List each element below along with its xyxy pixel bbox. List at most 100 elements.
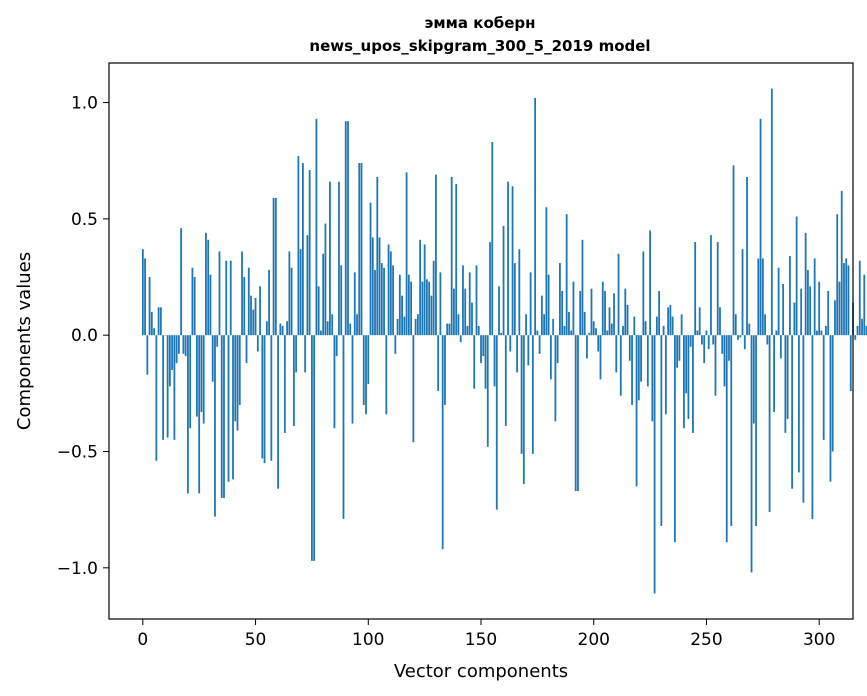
bar-component-202 xyxy=(597,335,600,352)
bar-component-281 xyxy=(775,330,778,336)
bar-component-63 xyxy=(283,335,286,433)
bar-component-173 xyxy=(531,335,534,454)
bar-component-177 xyxy=(540,295,543,336)
bar-component-213 xyxy=(622,325,624,336)
x-axis-label: Vector components xyxy=(394,661,568,682)
bar-component-115 xyxy=(401,295,403,336)
bar-component-13 xyxy=(171,335,174,371)
bar-component-125 xyxy=(423,244,426,336)
bar-component-286 xyxy=(786,335,789,419)
bar-component-70 xyxy=(299,249,302,336)
bar-component-310 xyxy=(840,190,843,336)
bar-component-50 xyxy=(254,297,257,336)
bar-component-233 xyxy=(667,307,670,336)
bar-component-229 xyxy=(658,290,661,336)
bar-component-293 xyxy=(802,335,805,503)
bar-component-313 xyxy=(847,265,850,336)
bar-component-318 xyxy=(858,260,861,336)
bar-component-243 xyxy=(689,335,692,347)
bar-component-82 xyxy=(326,321,329,336)
bar-component-69 xyxy=(297,156,300,336)
bar-component-296 xyxy=(809,286,812,336)
bar-component-61 xyxy=(279,323,282,336)
bar-component-188 xyxy=(565,214,568,336)
bar-component-42 xyxy=(236,335,239,431)
y-axis-ticks: 1.0 0.5 0.0 −0.5 −1.0 xyxy=(57,94,109,579)
bar-component-217 xyxy=(631,335,633,405)
bar-component-52 xyxy=(259,286,261,336)
bar-component-77 xyxy=(315,118,318,336)
bar-component-282 xyxy=(777,267,780,336)
bar-component-168 xyxy=(520,335,523,454)
bar-component-262 xyxy=(732,165,735,336)
bar-component-134 xyxy=(444,335,446,405)
bar-component-142 xyxy=(462,265,464,336)
bar-component-181 xyxy=(549,335,552,380)
bar-component-35 xyxy=(220,335,223,499)
bar-component-208 xyxy=(610,323,613,336)
bar-component-248 xyxy=(701,335,703,345)
bar-component-316 xyxy=(854,335,857,340)
bar-component-308 xyxy=(836,214,839,336)
bar-component-287 xyxy=(788,256,791,336)
bar-component-44 xyxy=(241,251,243,336)
bar-component-222 xyxy=(642,251,645,336)
bar-component-144 xyxy=(466,325,469,336)
bar-component-268 xyxy=(746,176,748,336)
bar-component-277 xyxy=(766,335,769,345)
bar-component-231 xyxy=(662,325,665,336)
bar-component-312 xyxy=(845,258,848,336)
bar-component-49 xyxy=(252,309,255,336)
bar-component-251 xyxy=(707,335,710,350)
bar-component-311 xyxy=(843,263,845,336)
bar-component-56 xyxy=(268,270,270,336)
bar-component-212 xyxy=(619,335,622,396)
bar-component-25 xyxy=(198,335,201,494)
bar-component-24 xyxy=(196,335,198,417)
bar-component-99 xyxy=(365,335,367,415)
bar-component-247 xyxy=(698,307,701,336)
bar-component-261 xyxy=(730,335,733,526)
bar-component-195 xyxy=(581,239,584,336)
bar-component-232 xyxy=(664,335,667,415)
bar-component-85 xyxy=(333,335,336,429)
y-tick-label-2: 0.0 xyxy=(71,326,98,346)
bar-component-89 xyxy=(342,335,345,519)
bar-component-242 xyxy=(687,335,690,419)
bar-component-295 xyxy=(807,270,809,336)
bar-component-224 xyxy=(646,335,649,387)
bar-component-215 xyxy=(626,304,629,336)
bar-component-74 xyxy=(308,170,311,336)
bar-component-68 xyxy=(295,335,298,373)
bar-component-15 xyxy=(175,335,178,364)
bar-component-190 xyxy=(570,330,573,336)
bar-component-136 xyxy=(448,323,451,336)
bar-component-276 xyxy=(764,314,766,336)
bar-component-53 xyxy=(261,335,264,459)
bar-component-192 xyxy=(574,335,577,492)
bar-component-265 xyxy=(739,335,742,338)
bar-component-278 xyxy=(768,335,771,512)
bar-component-154 xyxy=(489,242,491,336)
bar-component-263 xyxy=(734,314,737,336)
bar-component-151 xyxy=(482,335,485,357)
bar-component-4 xyxy=(150,311,153,336)
bar-component-110 xyxy=(389,251,392,336)
bar-component-169 xyxy=(522,335,525,485)
bar-component-33 xyxy=(216,335,219,347)
bar-component-185 xyxy=(559,263,561,336)
bar-component-72 xyxy=(304,335,307,373)
bar-component-16 xyxy=(177,335,180,354)
bar-component-81 xyxy=(324,223,327,336)
bar-component-254 xyxy=(714,335,717,396)
y-tick-label-3: −0.5 xyxy=(57,443,98,463)
bar-component-216 xyxy=(628,335,631,361)
bar-component-80 xyxy=(322,253,325,336)
bar-component-140 xyxy=(457,314,460,336)
bar-component-127 xyxy=(428,281,431,336)
bar-component-152 xyxy=(484,335,487,389)
bar-component-12 xyxy=(168,335,171,387)
bar-component-157 xyxy=(495,335,498,510)
bar-component-94 xyxy=(353,272,356,336)
